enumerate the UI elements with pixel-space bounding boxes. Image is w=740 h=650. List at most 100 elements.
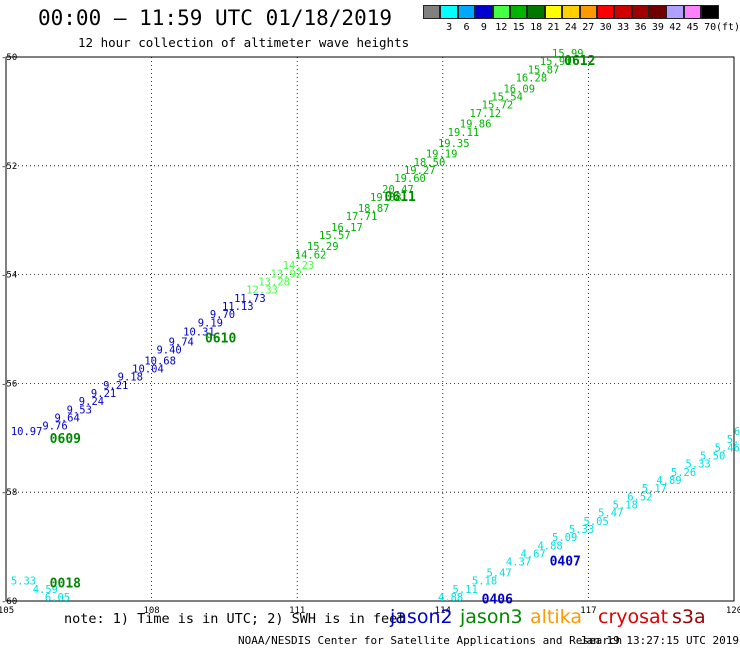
color-legend <box>423 5 719 19</box>
mission-jason3: jason3 <box>460 606 523 628</box>
wave-height-point: 5.33 <box>569 524 594 536</box>
legend-tick-label: 6 <box>463 22 470 33</box>
wave-height-point: 9.19 <box>198 317 223 329</box>
wave-height-point: 5.33 <box>11 576 36 588</box>
wave-height-point: 9.70 <box>210 309 235 321</box>
wave-height-point: 15.57 <box>319 230 351 242</box>
wave-height-point: 19.35 <box>438 138 470 150</box>
legend-swatch <box>614 5 632 19</box>
wave-height-point: 14.62 <box>295 249 327 261</box>
legend-swatch <box>596 5 615 19</box>
wave-height-point: 15.99 <box>552 48 584 60</box>
legend-swatch <box>579 5 597 19</box>
wave-height-point: 13.92 <box>271 268 303 280</box>
wave-height-point: 10.68 <box>144 355 176 367</box>
wave-height-point: 6 <box>734 426 740 438</box>
legend-tick-label: 24 <box>564 22 577 33</box>
wave-height-point: 4.88 <box>438 592 463 604</box>
wave-height-point: 19.60 <box>394 173 426 185</box>
x-tick-label: 108 <box>143 606 159 616</box>
wave-height-point: 9.64 <box>55 412 80 424</box>
wave-height-point: 19.08 <box>370 192 402 204</box>
wave-height-point: 18.87 <box>358 203 390 215</box>
legend-tick-label: 15 <box>512 22 525 33</box>
wave-height-point: 11.73 <box>234 293 266 305</box>
wave-height-point: 19.11 <box>448 127 480 139</box>
legend-unit: (ft) <box>716 22 740 33</box>
credit-line: NOAA/NESDIS Center for Satellite Applica… <box>238 634 623 647</box>
pass-id-label: 0609 <box>50 432 81 447</box>
wave-height-point: 5.17 <box>642 483 667 495</box>
wave-height-point: 6.52 <box>627 491 652 503</box>
chart-subtitle: 12 hour collection of altimeter wave hei… <box>78 35 410 50</box>
pass-id-label: 0406 <box>482 593 513 608</box>
wave-height-point: 16.17 <box>331 222 363 234</box>
legend-swatch <box>683 5 702 19</box>
wave-height-point: 4.59 <box>33 584 58 596</box>
legend-tick-label: 39 <box>651 22 664 33</box>
wave-height-point: 15.87 <box>528 64 560 76</box>
legend-swatch <box>527 5 545 19</box>
wave-height-point: 5.11 <box>453 584 478 596</box>
wave-height-point: 9.24 <box>79 396 104 408</box>
mission-jason2: jason2 <box>390 606 453 628</box>
mission-s3a: s3a <box>672 606 706 628</box>
legend-tick-label: 70 <box>704 22 717 33</box>
wave-height-point: 15.72 <box>482 100 514 112</box>
wave-height-point: 6.05 <box>45 592 70 604</box>
chart-title: 00:00 – 11:59 UTC 01/18/2019 <box>38 6 393 30</box>
legend-tick-label: 42 <box>669 22 682 33</box>
wave-height-point: 4.37 <box>506 557 531 569</box>
wave-height-point: 5.91 <box>727 434 740 446</box>
legend-swatch <box>492 5 510 19</box>
wave-height-point: 9.40 <box>156 344 181 356</box>
wave-height-point: 19.86 <box>460 119 492 131</box>
legend-tick-label: 12 <box>495 22 508 33</box>
x-tick-label: 117 <box>580 606 596 616</box>
wave-height-point: 5.18 <box>472 576 497 588</box>
legend-tick-label: 9 <box>480 22 487 33</box>
legend-tick-label: 30 <box>599 22 612 33</box>
legend-swatch <box>562 5 580 19</box>
legend-tick-label: 45 <box>686 22 699 33</box>
wave-height-point: 15.29 <box>307 241 339 253</box>
legend-swatch <box>544 5 563 19</box>
wave-height-point: 10.97 <box>11 426 43 438</box>
legend-tick-label: 27 <box>582 22 595 33</box>
wave-height-point: 4.89 <box>656 475 681 487</box>
plot-frame <box>5 56 735 602</box>
y-tick-label: -56 <box>1 379 17 389</box>
y-tick-label: -58 <box>1 488 17 498</box>
wave-height-point: 19.19 <box>426 149 458 161</box>
legend-swatch <box>631 5 650 19</box>
wave-height-point: 5.33 <box>685 459 710 471</box>
legend-swatch <box>423 5 441 19</box>
legend-swatch <box>701 5 719 19</box>
wave-height-point: 5.46 <box>715 442 740 454</box>
wave-height-point: 9.21 <box>91 388 116 400</box>
legend-swatch <box>440 5 458 19</box>
wave-height-point: 4.88 <box>537 540 562 552</box>
wave-height-point: 5.47 <box>598 508 623 520</box>
legend-tick-label: 36 <box>634 22 647 33</box>
wave-height-point: 9.53 <box>67 404 92 416</box>
wave-height-point: 11.13 <box>222 301 254 313</box>
wave-height-point: 16.09 <box>503 83 535 95</box>
footer-note: note: 1) Time is in UTC; 2) SWH is in fe… <box>64 611 406 627</box>
y-tick-label: -54 <box>1 271 17 281</box>
x-tick-label: 114 <box>435 606 451 616</box>
wave-height-point: 20.47 <box>382 184 414 196</box>
wave-height-point: 15.54 <box>491 92 523 104</box>
wave-height-point: 10.04 <box>132 364 164 376</box>
wave-height-point: 17.12 <box>469 108 501 120</box>
wave-height-point: 5.18 <box>613 500 638 512</box>
legend-tick-label: 21 <box>547 22 560 33</box>
wave-height-point: 5.05 <box>584 516 609 528</box>
wave-height-point: 15.91 <box>540 56 572 68</box>
legend-swatch <box>509 5 528 19</box>
pass-id-label: 0407 <box>550 555 581 570</box>
wave-height-point: 5.47 <box>486 568 511 580</box>
wave-height-point: 14.23 <box>283 260 315 272</box>
wave-height-point: 19.27 <box>404 165 436 177</box>
